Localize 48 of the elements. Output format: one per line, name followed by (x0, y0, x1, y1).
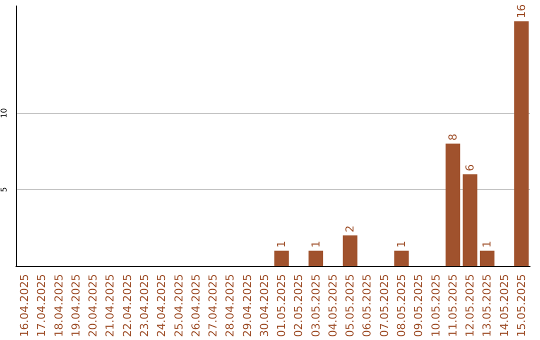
x-tick-label: 11.05.2025 (446, 274, 460, 338)
x-tick-label: 19.04.2025 (69, 274, 82, 338)
x-tick-label: 10.05.2025 (429, 274, 442, 338)
x-tick-label: 20.04.2025 (86, 274, 100, 338)
x-tick-label: 29.04.2025 (240, 274, 254, 338)
x-tick-label: 09.05.2025 (412, 274, 426, 338)
data-label: 6 (464, 164, 477, 172)
data-label: 1 (275, 240, 288, 248)
x-tick-label: 26.04.2025 (189, 274, 202, 338)
x-tick-label: 18.04.2025 (52, 274, 66, 338)
x-tick-label: 13.05.2025 (480, 274, 494, 338)
x-tick-label: 14.05.2025 (498, 274, 511, 338)
x-tick-label: 24.04.2025 (155, 274, 168, 338)
x-tick-label: 28.04.2025 (224, 274, 237, 338)
data-label: 1 (395, 240, 408, 248)
bar (480, 250, 494, 266)
bar (394, 250, 409, 266)
data-label: 16 (514, 4, 528, 18)
bar (342, 235, 358, 266)
x-tick-label: 01.05.2025 (275, 274, 288, 338)
data-label: 1 (309, 240, 322, 248)
x-tick-label: 12.05.2025 (464, 274, 477, 338)
data-label: 2 (344, 225, 357, 232)
data-label: 1 (480, 240, 494, 248)
bar (446, 144, 460, 266)
bar (514, 21, 529, 266)
x-tick-label: 16.04.2025 (18, 274, 32, 338)
bar (308, 250, 324, 266)
x-tick-label: 22.04.2025 (120, 274, 134, 338)
x-tick-label: 05.05.2025 (344, 274, 357, 338)
x-tick-label: 04.05.2025 (326, 274, 340, 338)
data-label: 8 (446, 134, 460, 141)
bar (274, 250, 289, 266)
x-tick-label: 23.04.2025 (138, 274, 151, 338)
x-tick-label: 07.05.2025 (378, 274, 391, 338)
x-tick-label: 15.05.2025 (514, 274, 528, 338)
x-tick-label: 25.04.2025 (172, 274, 186, 338)
x-tick-label: 27.04.2025 (206, 274, 220, 338)
bar (462, 174, 478, 266)
x-tick-label: 17.04.2025 (35, 274, 48, 338)
x-tick-label: 02.05.2025 (292, 274, 306, 338)
x-tick-label: 08.05.2025 (395, 274, 408, 338)
y-tick-label: 5 (0, 186, 8, 192)
x-tick-label: 03.05.2025 (309, 274, 322, 338)
x-tick-label: 06.05.2025 (360, 274, 374, 338)
y-tick-label: 10 (0, 108, 8, 118)
x-tick-label: 30.04.2025 (258, 274, 271, 338)
x-tick-label: 21.04.2025 (104, 274, 117, 338)
